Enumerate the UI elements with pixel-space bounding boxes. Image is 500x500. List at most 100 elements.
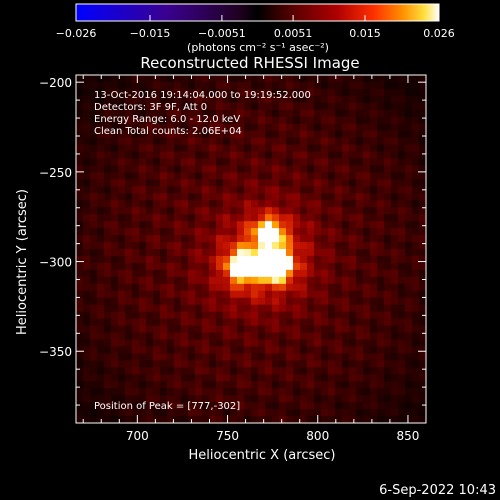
heatmap-cell: [370, 346, 378, 354]
heatmap-cell: [251, 144, 259, 152]
heatmap-cell: [111, 75, 119, 83]
heatmap-cell: [335, 88, 343, 97]
heatmap-cell: [188, 367, 196, 375]
heatmap-cell: [97, 381, 105, 389]
heatmap-cell: [76, 116, 84, 125]
heatmap-cell: [216, 262, 224, 271]
heatmap-cell: [195, 109, 203, 118]
heatmap-cell: [76, 353, 84, 361]
heatmap-cell: [153, 269, 161, 278]
heatmap-cell: [104, 395, 112, 403]
heatmap-cell: [370, 151, 378, 159]
heatmap-cell: [419, 116, 427, 125]
heatmap-cell: [167, 297, 175, 306]
heatmap-cell: [405, 75, 413, 83]
heatmap-cell: [307, 165, 315, 173]
heatmap-cell: [377, 395, 385, 403]
heatmap-cell: [356, 402, 364, 410]
heatmap-cell: [265, 367, 273, 375]
heatmap-cell: [321, 276, 329, 285]
heatmap-cell: [83, 346, 91, 354]
heatmap-cell: [258, 130, 266, 139]
heatmap-cell: [258, 158, 266, 166]
heatmap-cell: [118, 144, 126, 152]
heatmap-cell: [132, 221, 140, 229]
heatmap-cell: [391, 249, 399, 257]
heatmap-cell: [202, 123, 210, 132]
heatmap-cell: [90, 311, 98, 319]
heatmap-cell: [286, 144, 294, 152]
heatmap-cell: [265, 346, 273, 354]
heatmap-cell: [384, 269, 392, 278]
heatmap-cell: [356, 235, 364, 243]
heatmap-cell: [335, 123, 343, 132]
heatmap-cell: [146, 332, 154, 340]
heatmap-cell: [167, 144, 175, 152]
heatmap-cell: [244, 172, 252, 180]
heatmap-cell: [153, 318, 161, 326]
heatmap-cell: [272, 304, 280, 313]
heatmap-cell: [363, 95, 371, 104]
heatmap-cell: [293, 200, 301, 208]
heatmap-cell: [195, 318, 203, 326]
heatmap-cell: [174, 144, 182, 152]
heatmap-cell: [251, 172, 259, 180]
heatmap-cell: [202, 242, 210, 250]
heatmap-cell: [265, 353, 273, 361]
heatmap-cell: [265, 304, 273, 313]
heatmap-cell: [258, 374, 266, 382]
heatmap-cell: [223, 262, 231, 271]
heatmap-cell: [167, 395, 175, 403]
heatmap-cell: [307, 402, 315, 410]
heatmap-cell: [104, 374, 112, 382]
heatmap-cell: [160, 109, 168, 118]
heatmap-cell: [314, 318, 322, 326]
heatmap-cell: [223, 102, 231, 111]
heatmap-cell: [237, 130, 245, 139]
heatmap-cell: [223, 269, 231, 278]
heatmap-cell: [167, 339, 175, 347]
heatmap-cell: [83, 290, 91, 299]
heatmap-cell: [202, 109, 210, 118]
heatmap-cell: [153, 367, 161, 375]
heatmap-cell: [188, 207, 196, 215]
heatmap-cell: [104, 276, 112, 285]
heatmap-cell: [209, 88, 217, 97]
heatmap-cell: [384, 109, 392, 118]
heatmap-cell: [146, 262, 154, 271]
heatmap-cell: [251, 165, 259, 173]
heatmap-cell: [286, 137, 294, 145]
heatmap-cell: [363, 137, 371, 145]
heatmap-cell: [377, 262, 385, 271]
axis-ticks: 700 750 800 850−200−250−300−350: [39, 75, 427, 443]
heatmap-cell: [328, 144, 336, 152]
heatmap-cell: [335, 158, 343, 166]
heatmap-cell: [174, 228, 182, 236]
heatmap-cell: [363, 75, 371, 83]
heatmap-cell: [405, 81, 413, 90]
heatmap-cell: [300, 207, 308, 215]
heatmap-cell: [349, 388, 357, 396]
heatmap-cell: [251, 304, 259, 313]
colorbar-tick-label: 0.015: [349, 27, 381, 40]
heatmap-cell: [300, 255, 308, 264]
heatmap-cell: [405, 172, 413, 180]
heatmap-cell: [398, 102, 406, 111]
heatmap-cell: [216, 75, 224, 83]
heatmap-cell: [223, 402, 231, 410]
heatmap-cell: [237, 388, 245, 396]
heatmap-cell: [419, 88, 427, 97]
heatmap-cell: [216, 172, 224, 180]
heatmap-cell: [209, 297, 217, 306]
heatmap-cell: [125, 249, 133, 257]
heatmap-cell: [314, 137, 322, 145]
heatmap-cell: [314, 339, 322, 347]
heatmap-cell: [265, 283, 273, 292]
heatmap-cell: [342, 367, 350, 375]
heatmap-cell: [111, 123, 119, 132]
heatmap-cell: [314, 297, 322, 306]
heatmap-cell: [153, 75, 161, 83]
heatmap-cell: [76, 193, 84, 201]
heatmap-cell: [314, 179, 322, 187]
heatmap-cell: [405, 193, 413, 201]
